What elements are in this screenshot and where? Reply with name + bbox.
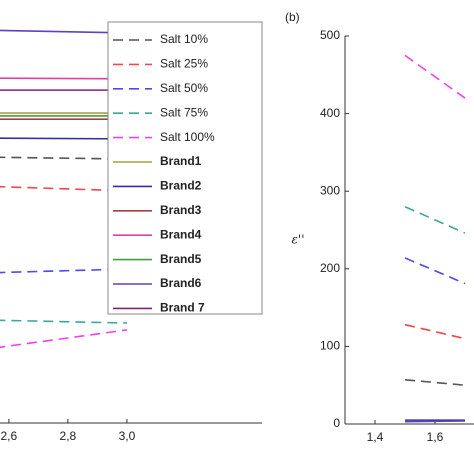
series-line: [404, 323, 466, 340]
legend: Salt 10% Salt 25% Salt 50% Salt 75% Salt 100…: [107, 21, 263, 315]
series-line: [404, 54, 466, 99]
legend-label: Brand3: [160, 203, 202, 217]
chart-title: (b): [285, 10, 300, 24]
series-line: [0, 156, 127, 160]
legend-label: Salt 50%: [160, 81, 208, 95]
series-line: [0, 29, 127, 34]
legend-box: [107, 21, 263, 315]
legend-label: Brand6: [160, 276, 202, 290]
series-line: [0, 329, 128, 349]
y-tick-label: 100: [320, 339, 340, 353]
x-tick-label: 2,6: [1, 429, 18, 443]
y-tick-label: 500: [320, 28, 340, 42]
series-line: [0, 268, 127, 274]
legend-label: Salt 100%: [160, 130, 215, 144]
y-tick-label: 400: [320, 106, 340, 120]
legend-label: Brand4: [160, 227, 202, 241]
y-tick-label: 0: [333, 416, 340, 430]
y-tick-label: 300: [320, 183, 340, 197]
series-line: [404, 420, 466, 423]
x-tick-label: 3,0: [119, 429, 136, 443]
series-line: [0, 319, 127, 324]
legend-label: Salt 25%: [160, 57, 208, 71]
legend-label: Brand5: [160, 252, 202, 266]
y-axis-label: ε'': [291, 233, 304, 247]
series-line: [0, 77, 127, 80]
x-tick-label: 1,4: [367, 430, 384, 444]
y-tick-label: 200: [320, 261, 340, 275]
plot-area: [404, 54, 466, 423]
legend-label: Brand1: [160, 154, 202, 168]
series-line: [404, 257, 466, 285]
chart-a: 2,6 2,8 3,0 Salt 10% Salt 25% Salt 50% Salt 75…: [0, 21, 263, 443]
series-line: [0, 137, 127, 140]
chart-b: 1,4 1,6 0 100 200 300 400 500 (b) ε'': [285, 10, 474, 444]
legend-label: Salt 75%: [160, 105, 208, 119]
series-line: [0, 185, 127, 192]
plot-area: [0, 29, 128, 349]
legend-label: Brand 7: [160, 301, 205, 315]
x-tick-label: 2,8: [60, 429, 77, 443]
legend-label: Salt 10%: [160, 32, 208, 46]
series-line: [404, 378, 466, 386]
series-line: [404, 205, 466, 234]
x-tick-label: 1,6: [427, 430, 444, 444]
legend-label: Brand2: [160, 179, 202, 193]
